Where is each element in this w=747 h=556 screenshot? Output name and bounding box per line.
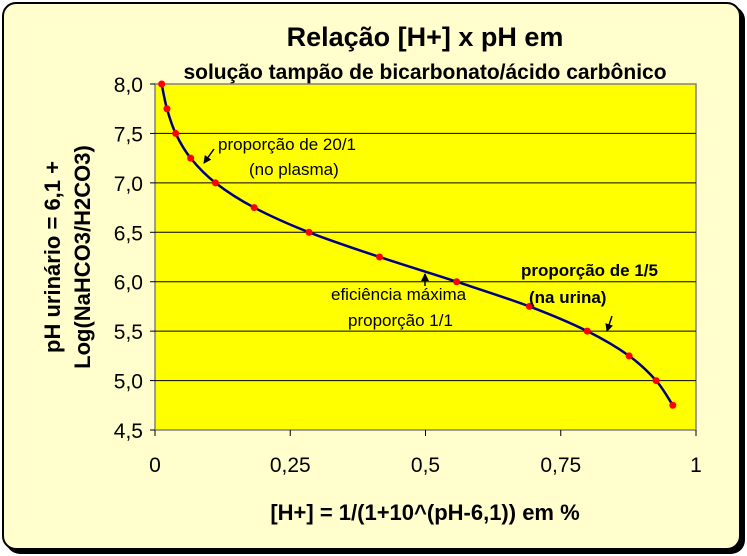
data-point xyxy=(211,179,219,187)
data-point xyxy=(625,352,633,360)
chart-subtitle: solução tampão de bicarbonato/ácido carb… xyxy=(183,61,666,84)
data-markers xyxy=(158,80,677,409)
y-axis-label-line1: pH urinário = 6,1 + xyxy=(40,161,65,353)
annotation-1-5-line1: proporção de 1/5 xyxy=(521,261,658,280)
y-tick-label: 7,0 xyxy=(114,173,143,196)
series-line xyxy=(160,83,674,406)
plot-area xyxy=(154,83,697,431)
x-tick-label: 0,75 xyxy=(540,454,581,477)
chart-title: Relação [H+] x pH em xyxy=(287,22,564,52)
data-point xyxy=(163,105,171,113)
data-point xyxy=(305,228,313,236)
x-axis-label: [H+] = 1/(1+10^(pH-6,1)) em % xyxy=(270,500,579,525)
annotation-max-line2: proporção 1/1 xyxy=(348,311,453,330)
y-axis-label: pH urinário = 6,1 + Log(NaHCO3/H2CO3) xyxy=(40,145,95,369)
y-axis-label-line2: Log(NaHCO3/H2CO3) xyxy=(70,145,95,369)
annotation-1-5-line2: (na urina) xyxy=(529,288,606,307)
data-point xyxy=(583,327,591,335)
y-tick-label: 6,5 xyxy=(114,222,143,245)
y-tick-label: 8,0 xyxy=(114,74,143,97)
y-tick-label: 6,0 xyxy=(114,272,143,295)
x-tick-label: 1 xyxy=(690,454,702,477)
data-point xyxy=(669,401,677,409)
y-tick-label: 5,0 xyxy=(114,371,143,394)
x-tick-label: 0 xyxy=(149,454,161,477)
data-point xyxy=(525,302,533,310)
y-tick-label: 4,5 xyxy=(114,420,143,443)
data-point xyxy=(250,204,258,212)
annotation-20-1-arrow xyxy=(203,148,215,164)
annotation-20-1-line2: (no plasma) xyxy=(249,160,339,179)
data-point xyxy=(187,154,195,162)
annotation-1-5-arrow xyxy=(605,315,614,332)
y-tick-label: 7,5 xyxy=(114,123,143,146)
x-tick-labels: 0 0,25 0,5 0,75 1 xyxy=(149,430,702,477)
x-tick-label: 0,5 xyxy=(411,454,440,477)
data-point xyxy=(453,278,461,286)
data-point xyxy=(172,129,180,137)
data-point xyxy=(158,80,166,88)
y-tick-label: 5,5 xyxy=(114,321,143,344)
data-point xyxy=(652,377,660,385)
annotation-max-line1: eficiência máxima xyxy=(331,285,467,304)
annotation-20-1-line1: proporção de 20/1 xyxy=(218,135,356,154)
data-point xyxy=(376,253,384,261)
x-tick-label: 0,25 xyxy=(270,454,311,477)
y-tick-labels: 4,5 5,0 5,5 6,0 6,5 7,0 7,5 8,0 xyxy=(114,74,155,443)
